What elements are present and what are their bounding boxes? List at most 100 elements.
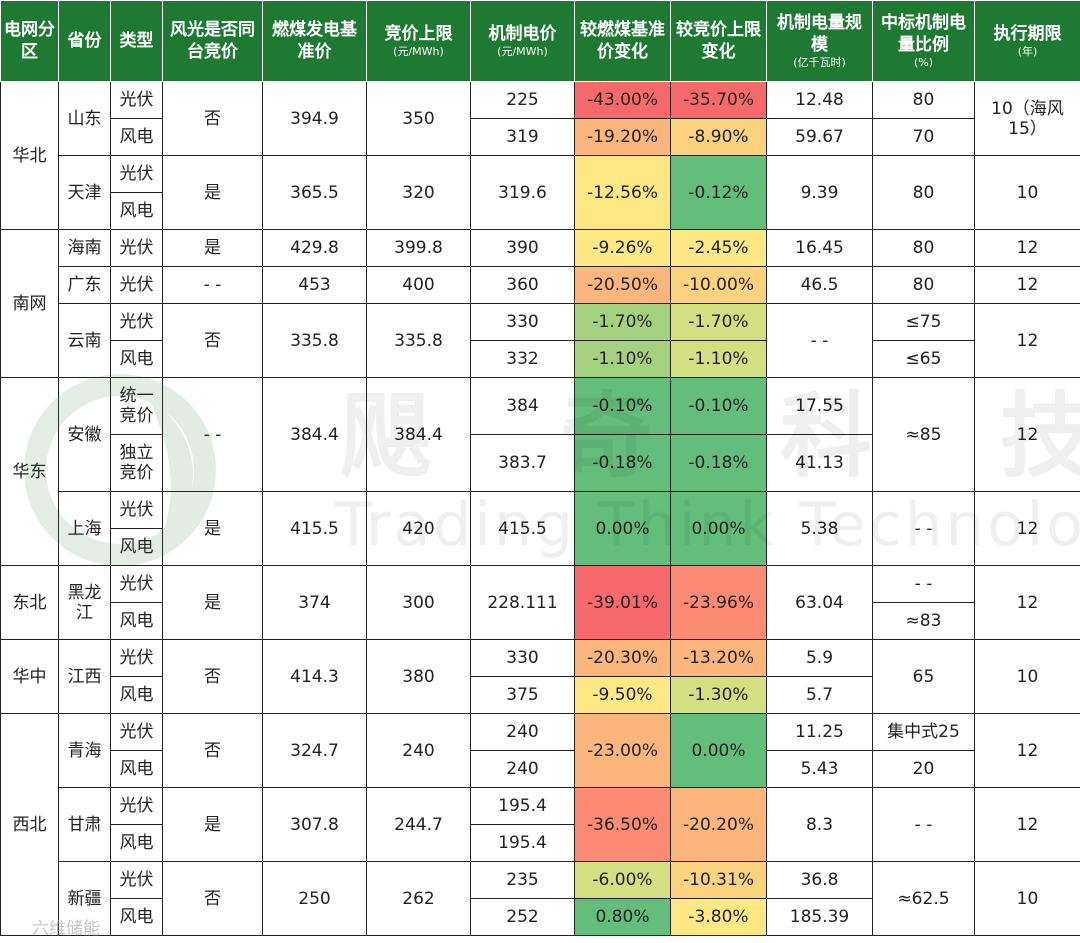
mech-price-cell: 390 xyxy=(470,229,575,267)
type-cell: 统一竞价 xyxy=(110,377,163,435)
type-cell: 风电 xyxy=(110,750,163,788)
volume-cell: 41.13 xyxy=(766,434,873,492)
change-coal-cell: -19.20% xyxy=(574,118,671,156)
change-coal-cell: -0.10% xyxy=(574,377,671,435)
coal-price-cell: 384.4 xyxy=(262,377,367,492)
type-cell: 风电 xyxy=(110,528,163,566)
type-cell: 光伏 xyxy=(110,639,163,677)
province-cell: 江西 xyxy=(58,639,111,714)
joint-bidding-cell: 否 xyxy=(162,639,263,714)
joint-bidding-cell: 否 xyxy=(162,81,263,156)
table-row: 风电 240 5.43 20 xyxy=(1,750,1080,788)
table-row: 风电 xyxy=(1,192,1080,230)
change-coal-cell: -23.00% xyxy=(574,713,671,788)
volume-cell: 36.8 xyxy=(766,861,873,899)
change-cap-cell: -8.90% xyxy=(670,118,767,156)
type-cell: 光伏 xyxy=(110,81,163,119)
ratio-cell: 70 xyxy=(872,118,975,156)
period-cell: 12 xyxy=(974,377,1080,492)
type-cell: 光伏 xyxy=(110,155,163,193)
bid-cap-cell: 399.8 xyxy=(366,229,471,267)
change-cap-cell: -0.18% xyxy=(670,434,767,492)
period-cell: 12 xyxy=(974,303,1080,378)
mech-price-cell: 360 xyxy=(470,266,575,304)
period-cell: 12 xyxy=(974,565,1080,640)
mech-price-cell: 319 xyxy=(470,118,575,156)
region-cell: 东北 xyxy=(0,565,59,640)
table-row: 风电 ≈83 xyxy=(1,602,1080,640)
joint-bidding-cell: 否 xyxy=(162,713,263,788)
province-cell: 海南 xyxy=(58,229,111,267)
type-cell: 光伏 xyxy=(110,565,163,603)
header-period: 执行期限 (年) xyxy=(974,0,1080,82)
table-row: 风电 332 -1.10% -1.10% ≤65 xyxy=(1,340,1080,378)
ratio-cell: 80 xyxy=(872,229,975,267)
change-coal-cell: -1.70% xyxy=(574,303,671,341)
province-cell: 甘肃 xyxy=(58,787,111,862)
change-cap-cell: -1.70% xyxy=(670,303,767,341)
joint-bidding-cell: 是 xyxy=(162,787,263,862)
coal-price-cell: 250 xyxy=(262,861,367,936)
coal-price-cell: 414.3 xyxy=(262,639,367,714)
volume-cell: 17.55 xyxy=(766,377,873,435)
ratio-cell: ≈83 xyxy=(872,602,975,640)
ratio-cell: 20 xyxy=(872,750,975,788)
volume-cell: 12.48 xyxy=(766,81,873,119)
period-cell: 12 xyxy=(974,491,1080,566)
change-coal-cell: -36.50% xyxy=(574,787,671,862)
province-cell: 上海 xyxy=(58,491,111,566)
region-cell: 西北 xyxy=(0,713,59,936)
volume-cell: 63.04 xyxy=(766,565,873,640)
volume-cell: 5.38 xyxy=(766,491,873,566)
change-coal-cell: -20.30% xyxy=(574,639,671,677)
coal-price-cell: 335.8 xyxy=(262,303,367,378)
joint-bidding-cell: 是 xyxy=(162,491,263,566)
volume-cell: 5.43 xyxy=(766,750,873,788)
ratio-cell: 80 xyxy=(872,155,975,230)
mech-price-cell: 384 xyxy=(470,377,575,435)
header-province: 省份 xyxy=(58,0,111,82)
change-cap-cell: -0.12% xyxy=(670,155,767,230)
volume-cell: - - xyxy=(766,303,873,378)
period-cell: 12 xyxy=(974,229,1080,267)
joint-bidding-cell: 否 xyxy=(162,303,263,378)
joint-bidding-cell: - - xyxy=(162,377,263,492)
type-cell: 光伏 xyxy=(110,229,163,267)
table-row: 南网 海南 光伏 是 429.8 399.8 390 -9.26% -2.45%… xyxy=(0,229,1080,378)
type-cell: 风电 xyxy=(110,676,163,714)
change-coal-cell: -39.01% xyxy=(574,565,671,640)
period-cell: 10 xyxy=(974,861,1080,936)
region-cell: 南网 xyxy=(0,229,59,378)
coal-price-cell: 374 xyxy=(262,565,367,640)
header-grid-region: 电网分区 xyxy=(0,0,59,82)
type-cell: 风电 xyxy=(110,602,163,640)
ratio-cell: ≈62.5 xyxy=(872,861,975,936)
table-row: 风电 319 -19.20% -8.90% 59.67 70 xyxy=(1,118,1080,156)
ratio-cell: 80 xyxy=(872,81,975,119)
table-row: 华中 江西 光伏 否 414.3 380 330 -20.30% -13.20%… xyxy=(0,639,1080,714)
change-cap-cell: -23.96% xyxy=(670,565,767,640)
change-cap-cell: -35.70% xyxy=(670,81,767,119)
period-cell: 12 xyxy=(974,266,1080,304)
ratio-cell: 65 xyxy=(872,639,975,714)
type-cell: 光伏 xyxy=(110,713,163,751)
volume-cell: 59.67 xyxy=(766,118,873,156)
coal-price-cell: 415.5 xyxy=(262,491,367,566)
period-cell: 12 xyxy=(974,713,1080,788)
bid-cap-cell: 240 xyxy=(366,713,471,788)
volume-cell: 5.9 xyxy=(766,639,873,677)
header-row: 电网分区 省份 类型 风光是否同台竞价 燃煤发电基准价 竞价上限 (元/MWh) … xyxy=(0,0,1080,82)
province-cell: 青海 xyxy=(58,713,111,788)
mech-price-cell: 319.6 xyxy=(470,155,575,230)
coal-price-cell: 365.5 xyxy=(262,155,367,230)
header-coal-benchmark: 燃煤发电基准价 xyxy=(262,0,367,82)
mech-price-cell: 195.4 xyxy=(470,787,575,825)
table-row: 新疆 光伏 否 250 262 235 -6.00% -10.31% 36.8 … xyxy=(1,861,1080,936)
volume-cell: 9.39 xyxy=(766,155,873,230)
coal-price-cell: 394.9 xyxy=(262,81,367,156)
volume-cell: 5.7 xyxy=(766,676,873,714)
mech-price-cell: 383.7 xyxy=(470,434,575,492)
ratio-cell: - - xyxy=(872,565,975,603)
header-mechanism-price: 机制电价 (元/MWh) xyxy=(470,0,575,82)
change-coal-cell: 0.00% xyxy=(574,491,671,566)
